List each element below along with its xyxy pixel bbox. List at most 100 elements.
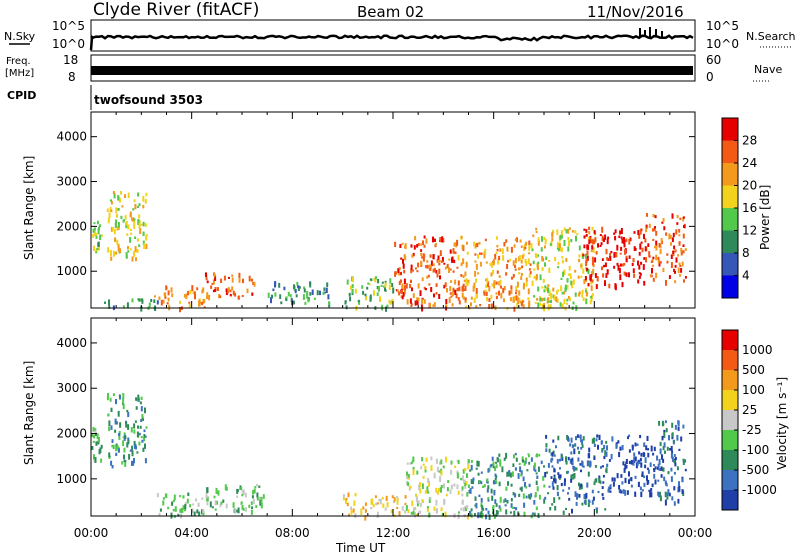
- velocity-cell: [644, 457, 647, 463]
- power-region: [267, 281, 331, 308]
- power-cell: [98, 247, 101, 251]
- power-cell: [391, 283, 394, 288]
- velocity-cell: [454, 465, 457, 468]
- velocity-cell: [556, 459, 559, 464]
- velocity-cell: [559, 467, 561, 470]
- power-cell: [484, 289, 487, 294]
- power-cell: [414, 300, 417, 306]
- velocity-cell: [162, 497, 165, 500]
- power-cell: [412, 252, 415, 257]
- power-cell: [583, 228, 586, 231]
- velocity-cell: [550, 458, 553, 463]
- power-cell: [495, 281, 498, 285]
- velocity-cell: [360, 508, 363, 513]
- power-cell: [456, 287, 459, 292]
- power-colorbar-tick: 4: [742, 269, 750, 283]
- power-cell: [285, 296, 288, 299]
- velocity-cell: [222, 499, 225, 503]
- power-cell: [425, 265, 428, 269]
- power-cell: [518, 297, 521, 302]
- power-cell: [423, 286, 426, 290]
- power-cell: [512, 296, 515, 303]
- velocity-cell: [556, 485, 559, 491]
- power-cell: [569, 273, 572, 276]
- power-cell: [524, 243, 526, 247]
- velocity-cell: [625, 461, 628, 464]
- velocity-cell: [669, 448, 672, 451]
- power-cell: [351, 288, 354, 294]
- velocity-cell: [91, 432, 94, 438]
- velocity-cell: [467, 459, 470, 464]
- power-cell: [410, 304, 413, 307]
- velocity-cell: [613, 477, 616, 482]
- velocity-cell: [144, 458, 147, 464]
- velocity-colorbar-tick: 25: [742, 403, 757, 417]
- velocity-cell: [523, 460, 526, 466]
- velocity-colorbar-tick: 100: [742, 383, 765, 397]
- power-cell: [567, 273, 570, 276]
- power-cell: [541, 236, 543, 242]
- velocity-region: [607, 434, 660, 498]
- power-cell: [606, 269, 609, 275]
- velocity-cell: [225, 503, 228, 509]
- velocity-cell: [418, 484, 421, 490]
- power-cell: [428, 283, 431, 286]
- power-cell: [438, 268, 441, 274]
- power-cell: [568, 265, 571, 271]
- velocity-cell: [379, 498, 382, 505]
- power-cell: [641, 247, 644, 253]
- power-cell: [398, 291, 401, 296]
- power-cell: [309, 292, 312, 296]
- power-cell: [432, 236, 434, 243]
- velocity-colorbar-tick: -25: [742, 423, 762, 437]
- power-cell: [669, 235, 672, 240]
- power-cell: [557, 261, 560, 265]
- velocity-cell: [520, 470, 523, 476]
- power-cell: [380, 284, 383, 287]
- power-cell: [680, 267, 683, 273]
- power-cell: [592, 260, 594, 266]
- velocity-cell: [670, 476, 673, 482]
- velocity-colorbar-swatch: [722, 350, 738, 371]
- power-cell: [556, 290, 558, 295]
- velocity-cell: [198, 511, 201, 517]
- velocity-cell: [94, 428, 97, 434]
- velocity-cell: [559, 458, 561, 462]
- velocity-cell: [499, 462, 502, 467]
- velocity-cell: [116, 445, 119, 450]
- power-cell: [406, 299, 409, 305]
- power-cell: [137, 238, 140, 242]
- velocity-cell: [671, 450, 674, 454]
- power-cell: [503, 242, 506, 247]
- velocity-cell: [583, 500, 586, 504]
- power-cell: [477, 272, 480, 275]
- power-cell: [500, 285, 502, 289]
- velocity-cell: [609, 484, 612, 488]
- velocity-cell: [142, 447, 145, 452]
- power-cell: [513, 306, 516, 312]
- power-cell: [430, 260, 433, 267]
- velocity-cell: [93, 454, 95, 460]
- power-cell: [439, 275, 441, 280]
- power-cell: [470, 296, 473, 300]
- velocity-cell: [597, 444, 599, 450]
- velocity-cell: [560, 454, 563, 458]
- power-cell: [398, 267, 401, 271]
- velocity-cell: [673, 454, 676, 457]
- velocity-cell: [398, 511, 401, 517]
- velocity-cell: [640, 491, 643, 498]
- power-cell: [376, 286, 379, 290]
- velocity-cell: [583, 493, 586, 500]
- power-cell: [142, 240, 145, 246]
- velocity-cell: [506, 500, 509, 504]
- velocity-cell: [409, 485, 412, 489]
- velocity-cell: [593, 443, 596, 447]
- velocity-cell: [381, 496, 384, 500]
- velocity-cell: [478, 480, 481, 484]
- power-cell: [672, 250, 675, 254]
- power-ytick-label: 2000: [56, 219, 87, 233]
- velocity-cell: [657, 466, 659, 470]
- power-cell: [285, 296, 288, 302]
- date-title: 11/Nov/2016: [587, 3, 684, 21]
